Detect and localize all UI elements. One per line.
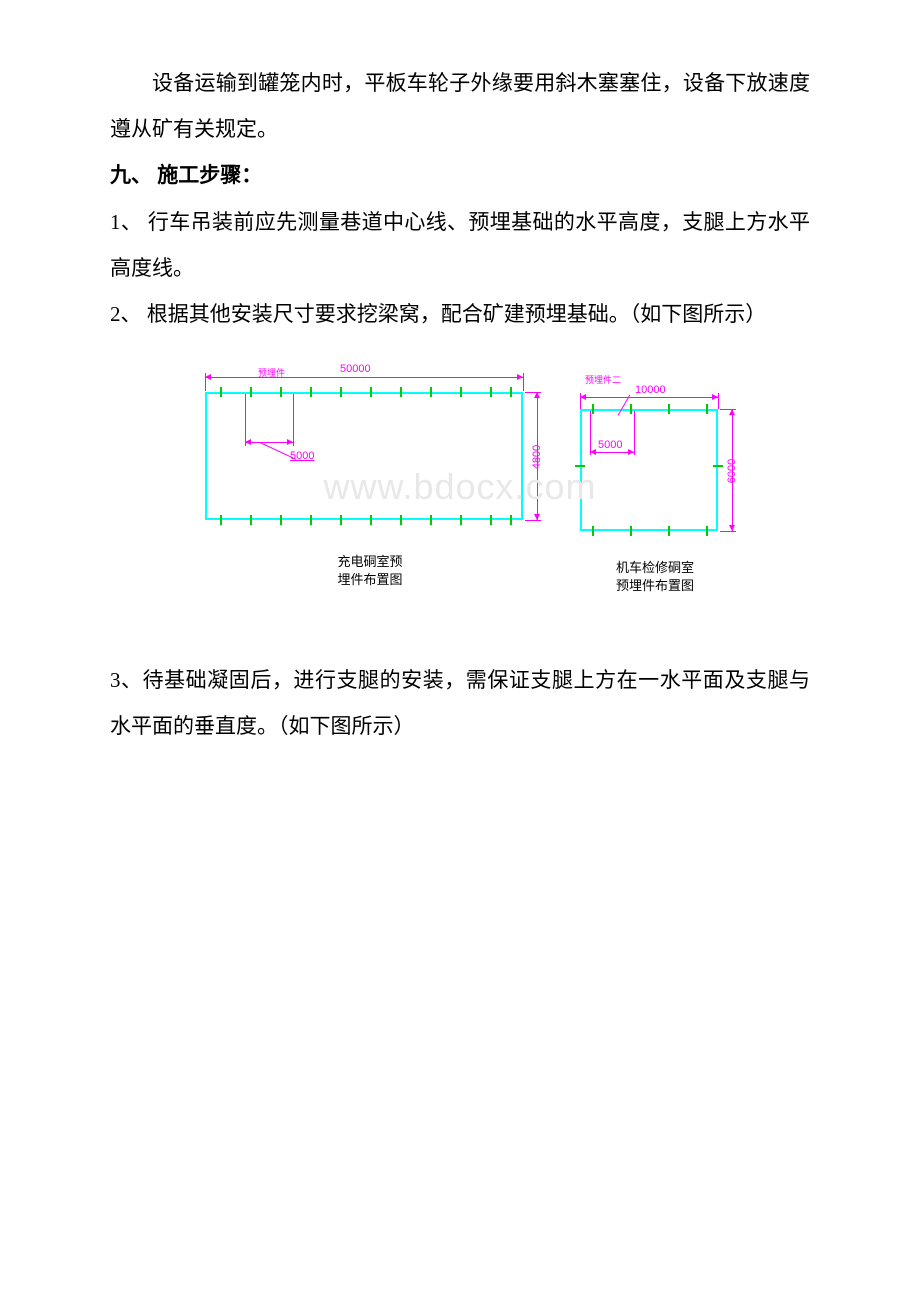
dim-ext-right-right-b (720, 531, 736, 532)
tick (400, 387, 402, 397)
dim-line-left-inner (245, 442, 293, 443)
tick (630, 526, 632, 536)
dim-left-inner-value: 5000 (290, 450, 314, 462)
dim-line-right-inner (590, 452, 634, 453)
dim-ext-left-inner-l (245, 394, 246, 446)
tick (220, 387, 222, 397)
embedded-diagram: 50000 预埋件 5000 4800 充电硐室预 埋件布置图 10000 预埋… (110, 347, 810, 627)
step-3: 3、待基础凝固后，进行支腿的安装，需保证支腿上方在一水平面及支腿与水平面的垂直度… (110, 657, 810, 749)
paragraph-transport: 设备运输到罐笼内时，平板车轮子外缘要用斜木塞塞住，设备下放速度遵从矿有关规定。 (110, 60, 810, 152)
dim-ext-left-right-b (525, 520, 541, 521)
tick (280, 515, 282, 525)
tick (370, 387, 372, 397)
right-plan-rectangle (580, 409, 718, 531)
tick (510, 515, 512, 525)
tick (706, 404, 708, 414)
dim-line-left-top (205, 377, 523, 378)
left-caption-line1: 充电硐室预 (337, 554, 402, 569)
dim-ext-left-top-l (205, 373, 206, 391)
tick (713, 465, 723, 467)
tick (668, 526, 670, 536)
section-heading-9: 九、 施工步骤： (110, 152, 810, 198)
tick (460, 515, 462, 525)
tick (400, 515, 402, 525)
dim-line-right-top (580, 397, 718, 398)
tick (706, 526, 708, 536)
tick (370, 515, 372, 525)
left-plan-rectangle (205, 392, 523, 520)
tick (592, 404, 594, 414)
tick (310, 387, 312, 397)
tick (220, 515, 222, 525)
tick (250, 515, 252, 525)
left-caption-line2: 埋件布置图 (337, 572, 402, 587)
tick (575, 465, 585, 467)
tick (668, 404, 670, 414)
tick (430, 515, 432, 525)
dim-left-top-value: 50000 (340, 363, 371, 375)
tick (490, 387, 492, 397)
tick (430, 387, 432, 397)
right-caption-line2: 预埋件布置图 (616, 578, 694, 593)
tick (310, 515, 312, 525)
right-caption: 机车检修硐室 预埋件布置图 (590, 559, 720, 595)
tick (340, 515, 342, 525)
dim-ext-left-top-r (523, 373, 524, 391)
dim-right-right-value: 6000 (726, 459, 738, 483)
step-1: 1、 行车吊装前应先测量巷道中心线、预埋基础的水平高度，支腿上方水平高度线。 (110, 199, 810, 291)
tick (592, 526, 594, 536)
tick (630, 404, 632, 414)
step-2: 2、 根据其他安装尺寸要求挖梁窝，配合矿建预埋基础。（如下图所示） (110, 291, 810, 337)
label-left-yumai: 预埋件 (258, 366, 285, 379)
dim-ext-right-top-r (718, 393, 719, 409)
tick (340, 387, 342, 397)
label-right-yumai2: 预埋件二 (585, 373, 621, 386)
dim-ext-right-inner-r (634, 411, 635, 455)
dim-right-top-value: 10000 (635, 384, 666, 396)
dim-ext-right-right-t (720, 409, 736, 410)
dim-right-inner-value: 5000 (598, 439, 622, 451)
tick (280, 387, 282, 397)
right-caption-line1: 机车检修硐室 (616, 560, 694, 575)
dim-ext-left-inner-r (293, 394, 294, 446)
tick (490, 515, 492, 525)
tick (250, 387, 252, 397)
tick (460, 387, 462, 397)
dim-ext-right-top-l (580, 393, 581, 409)
dim-left-right-value: 4800 (531, 445, 543, 469)
dim-ext-left-right-t (525, 392, 541, 393)
left-caption: 充电硐室预 埋件布置图 (310, 553, 430, 589)
dim-ext-right-inner-l (590, 411, 591, 455)
tick (510, 387, 512, 397)
